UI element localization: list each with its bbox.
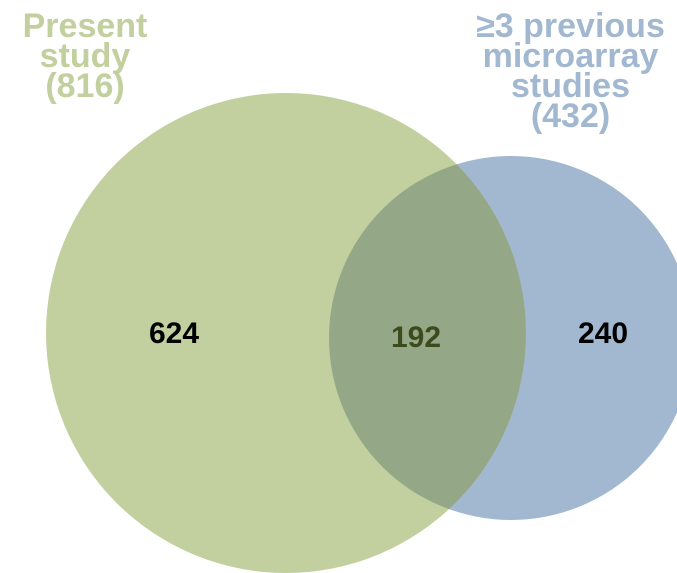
count-previous-only: 240 (577, 317, 629, 350)
count-overlap: 192 (390, 321, 442, 354)
set-label-line: microarray (482, 37, 659, 75)
count-present-only: 624 (148, 317, 200, 350)
set-label-line: ≥3 previous (476, 7, 665, 45)
set-label-line: study (39, 37, 131, 75)
overlap-region (329, 156, 526, 520)
set-label-line: Present (22, 7, 148, 45)
set-label-line: (432) (530, 97, 611, 135)
set-label-previous-studies: ≥3 previous microarray studies (432) (464, 7, 677, 135)
set-label-line: studies (510, 67, 631, 105)
set-label-line: (816) (45, 67, 125, 105)
set-label-present-study: Present study (816) (2, 7, 168, 105)
